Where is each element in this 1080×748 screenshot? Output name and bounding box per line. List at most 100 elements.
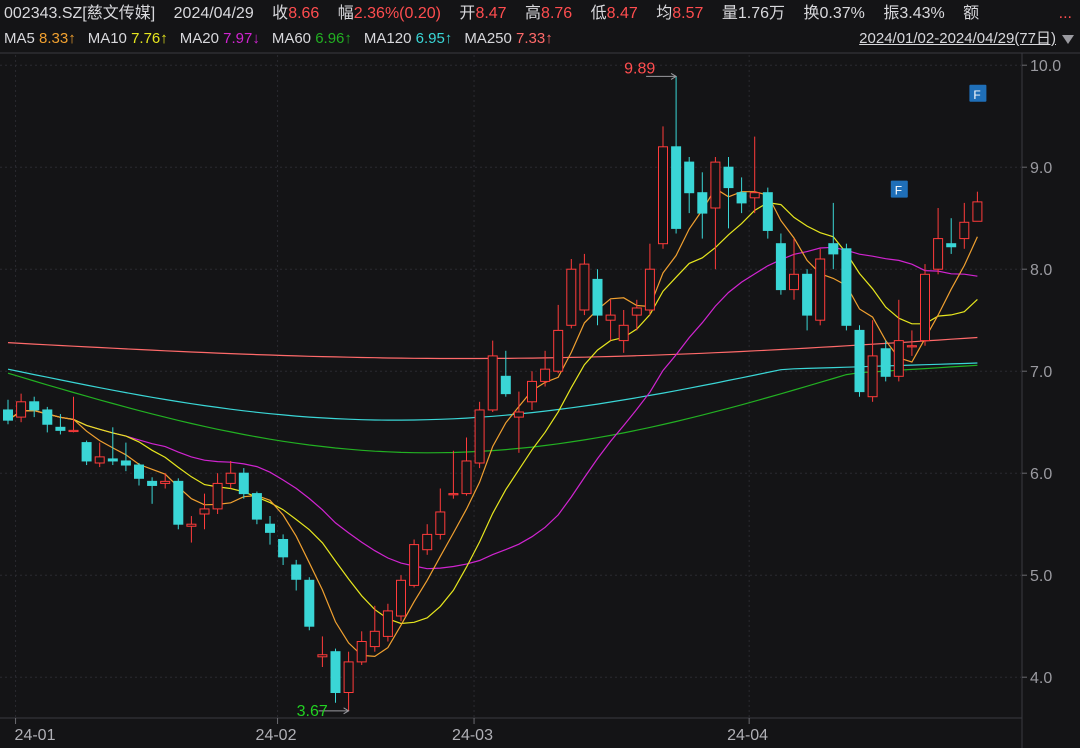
- candle-body[interactable]: [854, 329, 865, 393]
- ma-legend-ma10: MA10 7.76↑: [88, 30, 168, 47]
- candle-body[interactable]: [382, 610, 393, 637]
- candle-body[interactable]: [251, 493, 262, 520]
- candle-body[interactable]: [933, 238, 944, 270]
- candle-body[interactable]: [212, 482, 223, 510]
- candle-body[interactable]: [605, 314, 616, 321]
- candle-body[interactable]: [972, 201, 983, 222]
- f-marker-box[interactable]: [969, 84, 987, 102]
- amplitude-label: 振: [883, 5, 900, 22]
- candle-body[interactable]: [697, 192, 708, 214]
- candle-body[interactable]: [500, 375, 511, 395]
- candle-body[interactable]: [906, 345, 917, 348]
- candle-body[interactable]: [199, 508, 210, 515]
- candle-body[interactable]: [474, 409, 485, 464]
- candle-body[interactable]: [68, 429, 79, 433]
- ma10-line: [7, 201, 978, 625]
- ma-legend-value: 6.96↑: [315, 30, 352, 47]
- candle-body[interactable]: [81, 442, 92, 462]
- more-indicator[interactable]: ...: [1058, 5, 1072, 22]
- candle-body[interactable]: [527, 380, 537, 403]
- date-range-selector[interactable]: 2024/01/02-2024/04/29(77日): [859, 27, 1074, 51]
- candle-body[interactable]: [396, 579, 406, 617]
- candle-body[interactable]: [880, 348, 891, 377]
- candle-body[interactable]: [422, 533, 433, 551]
- candle-body[interactable]: [356, 641, 367, 663]
- candle-body[interactable]: [893, 340, 904, 377]
- open-value: 8.47: [475, 5, 507, 22]
- candle-body[interactable]: [762, 192, 773, 231]
- candle-body[interactable]: [186, 523, 197, 527]
- candle-body[interactable]: [343, 661, 354, 694]
- candle-body[interactable]: [553, 329, 564, 372]
- candle-body[interactable]: [566, 268, 577, 326]
- candle-body[interactable]: [330, 651, 341, 694]
- candle-body[interactable]: [540, 368, 551, 382]
- f-marker-label: F: [895, 184, 902, 198]
- candle-body[interactable]: [684, 161, 695, 194]
- candle-body[interactable]: [867, 355, 878, 398]
- candle-body[interactable]: [658, 146, 668, 245]
- candle-body[interactable]: [3, 409, 13, 421]
- candle-body[interactable]: [238, 472, 249, 495]
- annotation-label: 9.89: [624, 60, 655, 77]
- candle-body[interactable]: [134, 464, 144, 479]
- candle-body[interactable]: [409, 544, 420, 586]
- candle-body[interactable]: [789, 273, 799, 291]
- candle-body[interactable]: [946, 243, 957, 248]
- candle-body[interactable]: [55, 426, 66, 431]
- ma-legend-name: MA5: [4, 30, 40, 47]
- candle-body[interactable]: [644, 268, 655, 311]
- candle-body[interactable]: [592, 278, 603, 316]
- candle-body[interactable]: [120, 460, 131, 466]
- candle-body[interactable]: [775, 243, 786, 291]
- candle-body[interactable]: [579, 263, 590, 311]
- candle-body[interactable]: [291, 564, 302, 580]
- candle-body[interactable]: [278, 539, 289, 558]
- candle-body[interactable]: [160, 480, 171, 484]
- candle-body[interactable]: [959, 221, 970, 240]
- candle-body[interactable]: [487, 355, 498, 411]
- stock-code[interactable]: 002343.SZ[慈文传媒]: [4, 5, 156, 22]
- candle-body[interactable]: [94, 456, 105, 464]
- candle-body[interactable]: [173, 480, 184, 525]
- candle-body[interactable]: [710, 161, 721, 209]
- ma-legend-value: 6.95↑: [415, 30, 453, 47]
- candle-body[interactable]: [461, 460, 472, 495]
- candle-body[interactable]: [815, 258, 826, 321]
- candle-body[interactable]: [841, 248, 852, 326]
- candle-body[interactable]: [723, 166, 734, 189]
- candle-body[interactable]: [317, 654, 328, 658]
- candle-body[interactable]: [802, 273, 813, 316]
- candle-body[interactable]: [369, 630, 380, 648]
- candle-body[interactable]: [107, 458, 118, 462]
- candle-body[interactable]: [671, 146, 682, 229]
- f-marker-box[interactable]: [890, 180, 908, 198]
- candle-body[interactable]: [225, 472, 236, 484]
- candle-body[interactable]: [42, 409, 53, 425]
- ma-legend-ma60: MA60 6.96↑: [272, 30, 352, 47]
- date-range-label[interactable]: 2024/01/02-2024/04/29(77日): [859, 30, 1056, 47]
- candle-body[interactable]: [920, 273, 930, 342]
- open-label: 开: [459, 5, 476, 22]
- dropdown-triangle-icon[interactable]: [1062, 34, 1074, 44]
- candle-body[interactable]: [304, 579, 315, 627]
- candle-body[interactable]: [736, 192, 747, 204]
- candle-body[interactable]: [448, 493, 459, 496]
- high-value: 8.76: [541, 5, 573, 22]
- candle-body[interactable]: [631, 307, 642, 316]
- volume-value: 1.76万: [737, 5, 786, 22]
- candle-body[interactable]: [16, 401, 27, 418]
- candle-body[interactable]: [265, 523, 275, 533]
- annotation-arrow-icon: [343, 707, 350, 715]
- candle-body[interactable]: [749, 192, 760, 199]
- candle-body[interactable]: [435, 511, 446, 535]
- candle-body[interactable]: [147, 480, 158, 486]
- candle-body[interactable]: [618, 324, 629, 342]
- candle-body[interactable]: [828, 243, 839, 255]
- candle-body[interactable]: [513, 411, 524, 418]
- candle-body[interactable]: [29, 401, 40, 411]
- change-value: 2.36%(0.20): [353, 5, 441, 22]
